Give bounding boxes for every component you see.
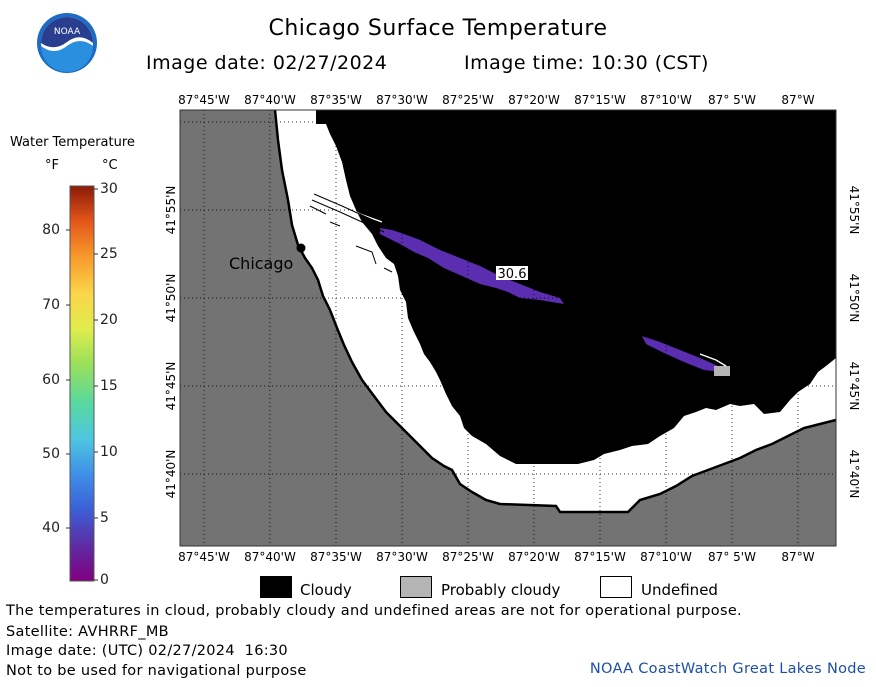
image-date: Image date: 02/27/2024	[146, 52, 388, 74]
svg-text:87°45'W: 87°45'W	[178, 550, 230, 564]
svg-text:87°20'W: 87°20'W	[508, 550, 560, 564]
svg-text:87°W: 87°W	[781, 93, 814, 107]
value-label: 30.6	[498, 267, 527, 282]
footer-nav-warning: Not to be used for navigational purpose	[6, 663, 307, 679]
legend-label-cloudy: Cloudy	[300, 581, 352, 599]
footer-credit: NOAA CoastWatch Great Lakes Node	[589, 661, 866, 677]
cb-tick-c: 25	[100, 246, 118, 262]
svg-text:87°35'W: 87°35'W	[310, 550, 362, 564]
svg-text:87°25'W: 87°25'W	[442, 93, 494, 107]
footer-satellite: Satellite: AVHRRF_MB	[6, 624, 169, 640]
svg-text:87°25'W: 87°25'W	[442, 550, 494, 564]
svg-text:41°50'N: 41°50'N	[847, 274, 861, 323]
probably-cloudy-patch	[714, 366, 730, 376]
cb-tick-f: 50	[42, 446, 60, 462]
svg-text:87°15'W: 87°15'W	[574, 550, 626, 564]
svg-text:41°40'N: 41°40'N	[847, 450, 861, 499]
value-label-bg	[496, 266, 528, 280]
city-label: Chicago	[229, 254, 293, 273]
svg-text:87°30'W: 87°30'W	[376, 93, 428, 107]
svg-text:41°45'N: 41°45'N	[164, 362, 178, 411]
svg-text:87°30'W: 87°30'W	[376, 550, 428, 564]
cb-tick-f: 60	[42, 372, 60, 388]
svg-text:41°55'N: 41°55'N	[164, 186, 178, 235]
svg-text:87°40'W: 87°40'W	[244, 93, 296, 107]
colorbar-title: Water Temperature	[10, 135, 135, 150]
svg-text:87°W: 87°W	[781, 550, 814, 564]
svg-text:41°45'N: 41°45'N	[847, 362, 861, 411]
cb-tick-c: 5	[100, 510, 109, 526]
cold-water-streak-1	[380, 228, 564, 304]
svg-text:87°15'W: 87°15'W	[574, 93, 626, 107]
legend-label-undefined: Undefined	[641, 581, 718, 599]
colorbar-gradient	[69, 185, 95, 582]
unit-fahrenheit: °F	[45, 158, 59, 173]
unit-celsius: °C	[102, 158, 118, 173]
image-time: Image time: 10:30 (CST)	[464, 52, 709, 74]
map-area: 30.6 Chicago	[180, 110, 836, 546]
cb-tick-c: 0	[100, 572, 109, 588]
svg-text:87° 5'W: 87° 5'W	[708, 550, 756, 564]
legend-label-probably-cloudy: Probably cloudy	[441, 581, 561, 599]
cb-tick-c: 15	[100, 378, 118, 394]
footer-note: The temperatures in cloud, probably clou…	[6, 603, 742, 619]
lat-labels-right: 41°55'N 41°50'N 41°45'N 41°40'N	[847, 186, 861, 499]
cb-tick-f: 70	[42, 297, 60, 313]
cb-tick-c: 20	[100, 312, 118, 328]
chicago-marker	[296, 243, 306, 253]
streak-line	[313, 193, 387, 227]
streak-line	[699, 353, 727, 367]
lon-labels-bottom: 87°45'W 87°40'W 87°35'W 87°30'W 87°25'W …	[178, 550, 815, 564]
legend-swatch-probably-cloudy	[400, 576, 432, 598]
streak-line	[315, 191, 383, 223]
gridlines	[180, 110, 836, 546]
page-title: Chicago Surface Temperature	[268, 16, 608, 41]
svg-text:87°40'W: 87°40'W	[244, 550, 296, 564]
logo-text: NOAA	[54, 27, 81, 37]
colorbar-ticks	[66, 188, 98, 581]
svg-text:87°10'W: 87°10'W	[640, 93, 692, 107]
streak-line	[309, 205, 393, 273]
shoreline	[273, 110, 836, 514]
lon-labels-top: 87°45'W 87°40'W 87°35'W 87°30'W 87°25'W …	[178, 93, 815, 107]
cb-tick-c: 30	[100, 181, 118, 197]
svg-text:41°40'N: 41°40'N	[164, 450, 178, 499]
svg-text:41°50'N: 41°50'N	[164, 274, 178, 323]
land-area	[180, 110, 836, 546]
svg-text:87°20'W: 87°20'W	[508, 93, 560, 107]
streak-line	[311, 199, 385, 233]
svg-text:87°10'W: 87°10'W	[640, 550, 692, 564]
cold-water-streak-2	[642, 336, 722, 372]
svg-text:87°45'W: 87°45'W	[178, 93, 230, 107]
noaa-logo-icon: NOAA	[36, 12, 98, 74]
cb-tick-f: 40	[42, 520, 60, 536]
svg-text:87° 5'W: 87° 5'W	[708, 93, 756, 107]
cb-tick-c: 10	[100, 444, 118, 460]
svg-text:87°35'W: 87°35'W	[310, 93, 362, 107]
legend-swatch-cloudy	[260, 576, 292, 598]
map-frame	[179, 109, 837, 547]
cb-tick-f: 80	[42, 222, 60, 238]
footer-image-date-utc: Image date: (UTC) 02/27/2024 16:30	[6, 643, 288, 659]
svg-text:41°55'N: 41°55'N	[847, 186, 861, 235]
legend-swatch-undefined	[600, 576, 632, 598]
cloud-area	[316, 110, 836, 464]
lat-labels-left: 41°55'N 41°50'N 41°45'N 41°40'N	[164, 186, 178, 499]
